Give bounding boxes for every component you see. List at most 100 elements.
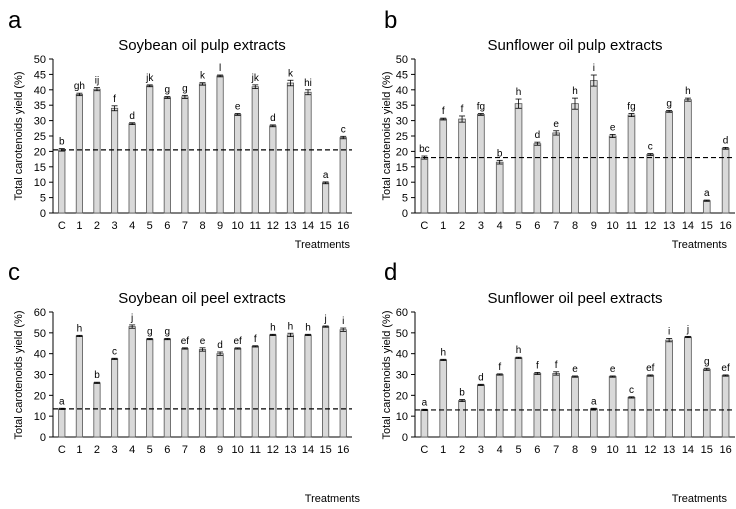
bar-9 xyxy=(590,408,598,438)
bar-11 xyxy=(627,397,636,438)
panel-letter: d xyxy=(384,259,397,286)
significance-letter: f xyxy=(461,104,464,115)
x-tick-label: 4 xyxy=(497,444,503,456)
bar-12 xyxy=(646,375,655,438)
significance-letter: a xyxy=(591,396,597,407)
bar-8 xyxy=(571,103,579,214)
y-tick-label: 10 xyxy=(396,177,408,189)
x-tick-label: 1 xyxy=(76,444,82,456)
y-axis-label: Total carotenoids yield (%) xyxy=(13,310,25,439)
x-tick-label: 10 xyxy=(607,220,619,232)
significance-letter: k xyxy=(200,71,206,82)
significance-letter: j xyxy=(686,324,689,335)
significance-letter: fg xyxy=(477,102,485,113)
x-tick-label: 11 xyxy=(250,444,261,456)
bar-7 xyxy=(552,132,560,214)
significance-letter: c xyxy=(629,385,634,396)
bar-6 xyxy=(163,338,171,438)
chart-panel-b: b Sunflower oil pulp extracts Total carote… xyxy=(381,7,735,251)
x-tick-label: 7 xyxy=(182,444,188,456)
bar-3 xyxy=(110,107,119,214)
significance-letter: f xyxy=(536,360,539,371)
bar-16 xyxy=(339,137,347,214)
y-tick-label: 40 xyxy=(396,85,408,97)
significance-letter: h xyxy=(685,86,691,97)
y-tick-label: 10 xyxy=(34,177,46,189)
x-tick-label: 9 xyxy=(591,444,597,456)
bar-9 xyxy=(216,75,224,214)
bar-3 xyxy=(477,384,485,438)
bar-2 xyxy=(93,88,101,214)
bar-1 xyxy=(439,359,448,438)
x-tick-label: 5 xyxy=(147,444,153,456)
chart-title: Sunflower oil peel extracts xyxy=(487,290,662,307)
significance-letter: g xyxy=(147,326,153,337)
bar-13 xyxy=(286,82,295,214)
y-tick-label: 35 xyxy=(396,100,408,112)
significance-letter: l xyxy=(219,63,221,74)
x-tick-label: 2 xyxy=(459,444,465,456)
y-tick-label: 5 xyxy=(40,193,46,205)
significance-letter: f xyxy=(555,360,558,371)
bar-C xyxy=(58,408,66,438)
y-tick-label: 50 xyxy=(34,54,46,66)
bar-7 xyxy=(181,96,189,214)
significance-letter: gh xyxy=(74,81,85,92)
significance-letter: h xyxy=(288,321,294,332)
x-tick-label: 8 xyxy=(199,220,205,232)
bar-5 xyxy=(146,338,154,438)
x-tick-label: 13 xyxy=(284,220,296,232)
x-tick-label: 16 xyxy=(337,220,349,232)
x-tick-label: 16 xyxy=(719,444,731,456)
significance-letter: c xyxy=(648,142,653,153)
significance-letter: ef xyxy=(721,363,730,374)
x-tick-label: 7 xyxy=(182,220,188,232)
chart-panel-c: c Soybean oil peel extracts Total caroteno… xyxy=(8,259,360,505)
bar-2 xyxy=(458,118,466,214)
significance-letter: i xyxy=(342,316,344,327)
x-tick-label: 3 xyxy=(111,220,117,232)
bar-14 xyxy=(304,91,312,214)
x-tick-label: 7 xyxy=(553,444,559,456)
chart-panel-a: a Soybean oil pulp extracts Total caroteno… xyxy=(8,7,352,251)
y-tick-label: 60 xyxy=(396,307,408,319)
significance-letter: e xyxy=(610,364,616,375)
bar-12 xyxy=(646,154,655,214)
significance-letter: h xyxy=(572,86,578,97)
x-tick-label: 5 xyxy=(147,220,153,232)
significance-letter: i xyxy=(593,63,595,74)
x-tick-label: 12 xyxy=(644,444,656,456)
x-tick-label: 7 xyxy=(553,220,559,232)
y-tick-label: 40 xyxy=(34,85,46,97)
bar-15 xyxy=(322,182,330,214)
panel-letter: a xyxy=(8,7,22,34)
x-tick-label: 14 xyxy=(302,444,314,456)
x-tick-label: 5 xyxy=(515,220,521,232)
y-tick-label: 30 xyxy=(34,116,46,128)
x-tick-label: 14 xyxy=(302,220,314,232)
significance-letter: d xyxy=(535,130,541,141)
x-tick-label: 12 xyxy=(267,220,279,232)
significance-letter: f xyxy=(254,334,257,345)
y-tick-label: 40 xyxy=(396,349,408,361)
x-tick-label: C xyxy=(420,444,428,456)
bar-9 xyxy=(590,80,598,214)
bar-6 xyxy=(163,97,171,214)
significance-letter: ef xyxy=(234,336,243,347)
y-tick-label: 30 xyxy=(34,370,46,382)
bar-3 xyxy=(477,114,485,214)
bar-5 xyxy=(514,357,523,438)
y-tick-label: 50 xyxy=(34,328,46,340)
significance-letter: f xyxy=(498,362,501,373)
significance-letter: hi xyxy=(304,78,312,89)
significance-letter: j xyxy=(324,314,327,325)
significance-letter: d xyxy=(217,340,223,351)
x-tick-label: 6 xyxy=(164,444,170,456)
x-tick-label: 11 xyxy=(626,220,637,232)
x-tick-label: 1 xyxy=(76,220,82,232)
bar-3 xyxy=(110,358,119,438)
significance-letter: ij xyxy=(95,76,99,87)
x-tick-label: 4 xyxy=(497,220,503,232)
x-axis-label: Treatments xyxy=(672,239,728,251)
